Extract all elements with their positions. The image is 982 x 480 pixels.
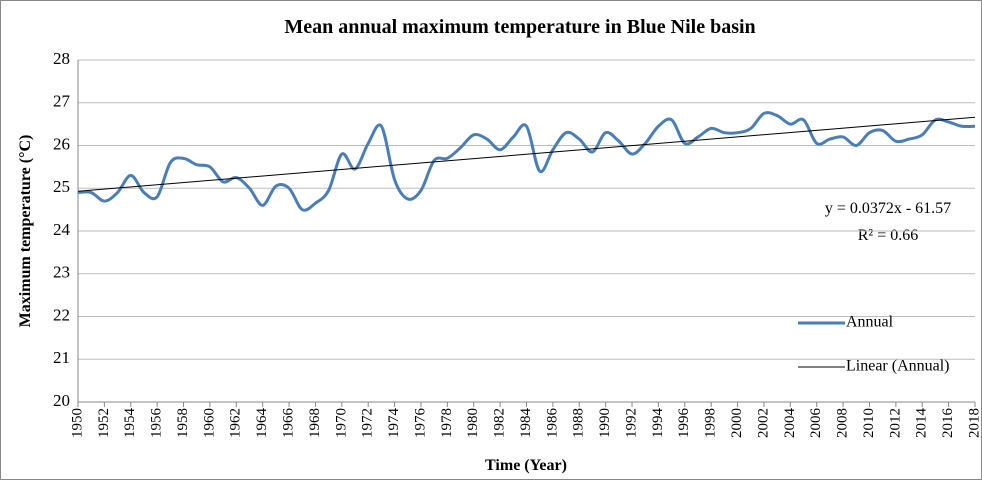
y-tick-label: 23 — [53, 263, 70, 282]
trend-equation: y = 0.0372x - 61.57 — [825, 200, 951, 217]
trend-line — [77, 116, 976, 192]
y-tick-label: 21 — [53, 348, 70, 367]
x-tick-label: 1986 — [544, 408, 560, 439]
x-tick-label: 2008 — [835, 408, 851, 438]
x-tick-label: 1952 — [96, 408, 112, 438]
legend-label: Annual — [846, 314, 894, 331]
x-tick-label: 2018 — [966, 408, 982, 438]
x-tick-label: 1976 — [412, 408, 428, 439]
y-axis-title: Maximum temperature (°C) — [17, 135, 34, 328]
x-tick-label: 2010 — [861, 408, 877, 438]
data-line — [77, 111, 976, 212]
x-tick-label: 2012 — [887, 408, 903, 438]
y-tick-label: 26 — [53, 134, 70, 153]
x-tick-label: 2000 — [729, 408, 745, 438]
x-tick-label: 1996 — [676, 408, 692, 439]
x-tick-label: 2014 — [914, 408, 930, 439]
x-tick-label: 1974 — [386, 408, 402, 439]
x-axis-title: Time (Year) — [485, 457, 567, 474]
x-tick-label: 1954 — [122, 408, 138, 439]
x-tick-label: 2002 — [755, 408, 771, 438]
r-squared: R² = 0.66 — [858, 227, 919, 244]
x-tick-label: 1994 — [650, 408, 666, 439]
x-tick-label: 1980 — [465, 408, 481, 438]
y-tick-label: 25 — [53, 177, 70, 196]
x-tick-label: 1990 — [597, 408, 613, 438]
y-tick-label: 28 — [53, 49, 70, 68]
x-tick-label: 1988 — [571, 408, 587, 438]
x-tick-label: 1960 — [201, 408, 217, 438]
x-tick-label: 1984 — [518, 408, 534, 439]
legend-label: Linear (Annual) — [846, 358, 950, 375]
x-tick-label: 1982 — [492, 408, 508, 438]
y-tick-label: 22 — [53, 305, 70, 324]
x-tick-label: 1992 — [623, 408, 639, 438]
x-tick-label: 1964 — [254, 408, 270, 439]
x-tick-label: 1998 — [703, 408, 719, 438]
y-tick-label: 20 — [53, 391, 70, 410]
x-tick-label: 1956 — [149, 408, 165, 439]
x-tick-label: 2016 — [940, 408, 956, 439]
y-tick-label: 24 — [53, 220, 71, 239]
x-tick-label: 1962 — [228, 408, 244, 438]
x-tick-label: 1972 — [360, 408, 376, 438]
x-tick-label: 2004 — [782, 408, 798, 439]
x-tick-label: 1970 — [333, 408, 349, 438]
x-tick-label: 2006 — [808, 408, 824, 439]
y-tick-label: 27 — [53, 92, 71, 111]
x-tick-label: 1978 — [439, 408, 455, 438]
chart-title: Mean annual maximum temperature in Blue … — [284, 16, 755, 38]
x-tick-label: 1966 — [280, 408, 296, 439]
x-tick-label: 1958 — [175, 408, 191, 438]
x-tick-label: 1950 — [69, 408, 85, 438]
x-tick-label: 1968 — [307, 408, 323, 438]
